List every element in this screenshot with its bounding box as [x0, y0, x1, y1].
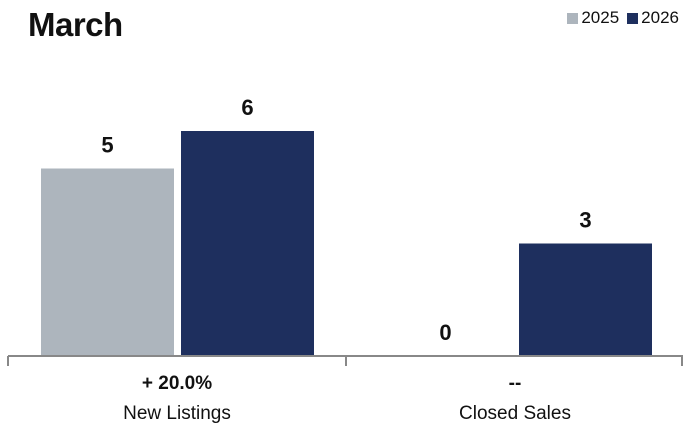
- chart-title: March: [28, 6, 123, 43]
- data-label-new-listings-2025: 5: [101, 133, 113, 158]
- chart-legend: 2025 2026: [567, 8, 679, 28]
- data-label-closed-sales-2026: 3: [579, 208, 591, 233]
- legend-item-series-1: 2026: [627, 8, 679, 28]
- legend-swatch-series-0: [567, 12, 579, 24]
- legend-label-series-1: 2026: [641, 8, 679, 27]
- data-label-closed-sales-2025: 0: [439, 320, 451, 345]
- category-label-new-listings: New Listings: [123, 403, 231, 424]
- legend-swatch-series-1: [627, 12, 639, 24]
- change-label-new-listings: + 20.0%: [142, 373, 212, 394]
- bar-new-listings-2025: [41, 168, 174, 356]
- change-label-closed-sales: --: [509, 373, 522, 394]
- bar-closed-sales-2026: [519, 243, 652, 356]
- category-label-closed-sales: Closed Sales: [459, 403, 571, 424]
- bar-new-listings-2026: [181, 131, 314, 356]
- legend-item-series-0: 2025: [567, 8, 619, 28]
- data-label-new-listings-2026: 6: [241, 95, 253, 120]
- legend-label-series-0: 2025: [581, 8, 620, 27]
